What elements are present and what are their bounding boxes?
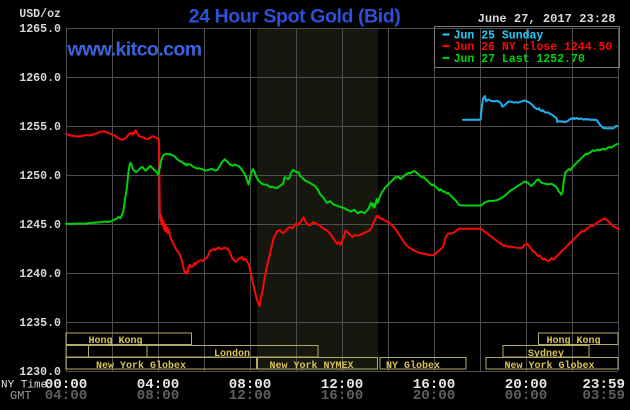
- svg-text:1235.0: 1235.0: [19, 317, 61, 330]
- svg-text:1265.0: 1265.0: [19, 23, 61, 36]
- svg-text:12:00: 12:00: [229, 388, 272, 404]
- svg-text:23:59: 23:59: [582, 377, 625, 393]
- svg-text:GMT: GMT: [10, 389, 32, 403]
- svg-text:03:59: 03:59: [582, 388, 625, 404]
- svg-text:Sydney: Sydney: [528, 348, 564, 360]
- svg-text:Jun 26 NY close 1244.50: Jun 26 NY close 1244.50: [454, 41, 613, 54]
- svg-text:Hong Kong: Hong Kong: [88, 336, 142, 347]
- svg-text:1255.0: 1255.0: [19, 121, 61, 134]
- svg-text:London: London: [214, 348, 250, 360]
- svg-text:20:00: 20:00: [505, 377, 548, 393]
- svg-text:NY Time: NY Time: [1, 380, 47, 392]
- svg-text:04:00: 04:00: [45, 388, 88, 404]
- svg-text:16:00: 16:00: [321, 388, 364, 404]
- svg-text:www.kitco.com: www.kitco.com: [67, 39, 202, 61]
- svg-text:08:00: 08:00: [229, 377, 272, 393]
- svg-text:24 Hour Spot Gold (Bid): 24 Hour Spot Gold (Bid): [189, 6, 401, 28]
- svg-text:Hong Kong: Hong Kong: [546, 336, 600, 347]
- svg-text:USD/oz: USD/oz: [19, 8, 61, 21]
- svg-text:Jun 27 Last 1252.70: Jun 27 Last 1252.70: [454, 53, 585, 66]
- svg-text:08:00: 08:00: [137, 388, 180, 404]
- svg-text:04:00: 04:00: [137, 377, 180, 393]
- svg-text:New York Globex: New York Globex: [96, 360, 186, 372]
- svg-text:New York NYMEX: New York NYMEX: [269, 360, 353, 372]
- svg-text:NY Globex: NY Globex: [386, 360, 440, 372]
- svg-text:June 27, 2017 23:28: June 27, 2017 23:28: [478, 12, 616, 26]
- svg-text:12:00: 12:00: [321, 377, 364, 393]
- svg-text:New York Globex: New York Globex: [504, 360, 594, 372]
- svg-text:1230.0: 1230.0: [19, 366, 61, 379]
- svg-text:1245.0: 1245.0: [19, 219, 61, 232]
- svg-text:Jun 25 Sunday: Jun 25 Sunday: [454, 30, 544, 43]
- svg-text:1240.0: 1240.0: [19, 268, 61, 281]
- svg-text:20:00: 20:00: [413, 388, 456, 404]
- svg-text:00:00: 00:00: [505, 388, 548, 404]
- svg-text:1260.0: 1260.0: [19, 72, 61, 85]
- svg-text:1250.0: 1250.0: [19, 170, 61, 183]
- svg-text:16:00: 16:00: [413, 377, 456, 393]
- svg-text:00:00: 00:00: [45, 377, 88, 393]
